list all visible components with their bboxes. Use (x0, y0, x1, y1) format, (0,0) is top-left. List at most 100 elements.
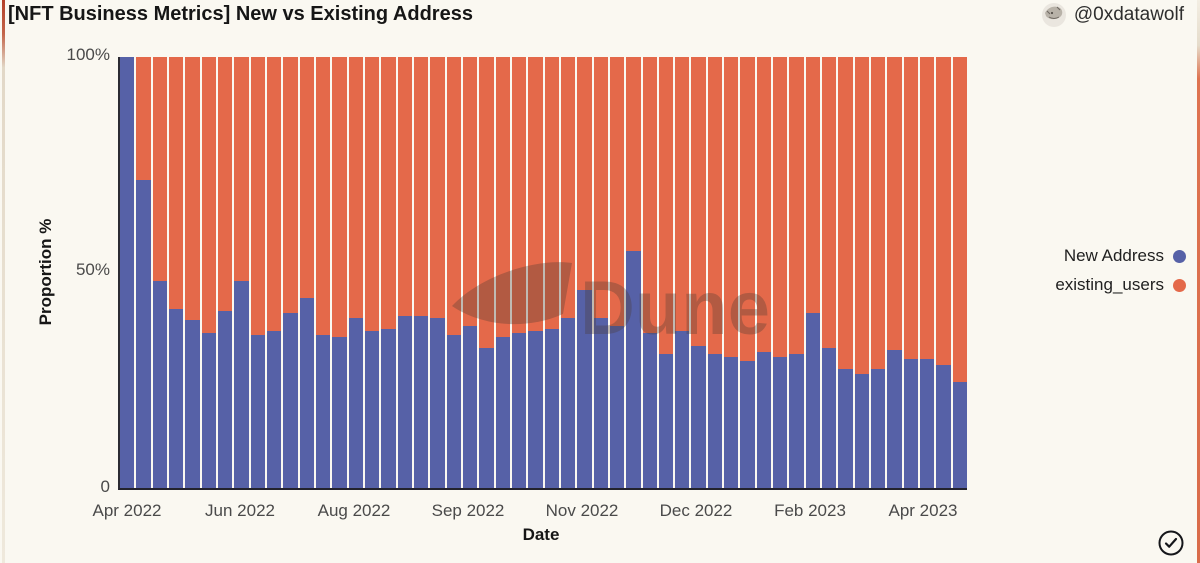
bar-week-35[interactable] (675, 57, 690, 488)
bar-new-address-segment (462, 326, 478, 488)
bar-week-29[interactable] (577, 57, 592, 488)
bar-new-address-segment (609, 326, 625, 488)
bar-new-address-segment (658, 354, 674, 488)
x-tick-apr-2023: Apr 2023 (888, 501, 958, 520)
bar-new-address-segment (430, 317, 445, 488)
legend-label-existing-users: existing_users (1055, 275, 1164, 294)
bar-week-18[interactable] (397, 57, 412, 488)
bar-week-4[interactable] (168, 57, 184, 488)
bar-week-51[interactable] (936, 57, 951, 488)
right-edge-accent (1197, 0, 1200, 563)
bar-new-address-segment (332, 337, 347, 488)
bar-new-address-segment (479, 347, 494, 488)
bar-week-17[interactable] (381, 57, 396, 488)
bar-new-address-segment (593, 317, 608, 488)
bar-new-address-segment (528, 330, 543, 488)
bar-week-30[interactable] (593, 57, 608, 488)
bar-week-23[interactable] (479, 57, 494, 488)
bar-new-address-segment (805, 313, 821, 488)
bar-new-address-segment (168, 309, 184, 488)
plot-area[interactable]: Dune (118, 57, 968, 490)
bar-week-9[interactable] (250, 57, 265, 488)
bar-week-21[interactable] (446, 57, 461, 488)
bar-week-6[interactable] (201, 57, 216, 488)
bar-week-20[interactable] (430, 57, 445, 488)
bar-new-address-segment (642, 332, 657, 488)
bar-week-24[interactable] (495, 57, 510, 488)
x-tick-sep-2022: Sep 2022 (431, 501, 505, 520)
bar-new-address-segment (120, 57, 135, 488)
bar-week-15[interactable] (348, 57, 363, 488)
bar-new-address-segment (413, 315, 429, 488)
bar-week-49[interactable] (903, 57, 919, 488)
bar-new-address-segment (234, 281, 249, 488)
author-link[interactable]: @0xdatawolf (1041, 2, 1184, 28)
bar-week-11[interactable] (283, 57, 298, 488)
bar-week-37[interactable] (707, 57, 723, 488)
bar-week-3[interactable] (152, 57, 167, 488)
legend-label-new-address: New Address (1063, 246, 1164, 265)
bar-week-25[interactable] (511, 57, 527, 488)
legend-item-existing-users[interactable]: existing_users (1055, 275, 1186, 295)
y-tick-0: 0 (100, 477, 110, 496)
x-tick-jun-2022: Jun 2022 (205, 501, 275, 520)
bar-week-26[interactable] (528, 57, 543, 488)
bar-week-33[interactable] (642, 57, 657, 488)
bar-week-2[interactable] (136, 57, 151, 488)
bar-week-36[interactable] (691, 57, 706, 488)
bar-week-19[interactable] (413, 57, 429, 488)
bar-new-address-segment (936, 365, 951, 488)
bar-week-50[interactable] (920, 57, 935, 488)
bar-week-42[interactable] (789, 57, 804, 488)
bar-week-10[interactable] (266, 57, 282, 488)
bar-new-address-segment (283, 313, 298, 488)
bar-week-8[interactable] (234, 57, 249, 488)
bar-week-47[interactable] (871, 57, 886, 488)
x-tick-feb-2023: Feb 2023 (774, 501, 846, 520)
bar-week-27[interactable] (544, 57, 559, 488)
bar-week-48[interactable] (887, 57, 902, 488)
chart-title: [NFT Business Metrics] New vs Existing A… (8, 3, 473, 25)
bar-week-41[interactable] (773, 57, 788, 488)
y-tick-100: 100% (66, 45, 110, 64)
bar-new-address-segment (511, 332, 527, 488)
bar-new-address-segment (495, 337, 510, 488)
bar-week-31[interactable] (609, 57, 625, 488)
bar-week-39[interactable] (740, 57, 755, 488)
bar-week-12[interactable] (299, 57, 314, 488)
bar-week-46[interactable] (854, 57, 870, 488)
bar-new-address-segment (266, 330, 282, 488)
bar-new-address-segment (838, 369, 853, 488)
bar-week-22[interactable] (462, 57, 478, 488)
bar-week-1[interactable] (120, 57, 135, 488)
bar-new-address-segment (577, 289, 592, 488)
bar-week-40[interactable] (756, 57, 772, 488)
bar-new-address-segment (152, 281, 167, 488)
bar-new-address-segment (773, 356, 788, 488)
x-tick-aug-2022: Aug 2022 (317, 501, 391, 520)
bar-new-address-segment (381, 328, 396, 488)
bar-week-43[interactable] (805, 57, 821, 488)
bar-week-32[interactable] (626, 57, 641, 488)
bar-new-address-segment (217, 311, 233, 488)
bars-container (120, 57, 968, 488)
bar-week-5[interactable] (185, 57, 200, 488)
bar-week-7[interactable] (217, 57, 233, 488)
bar-new-address-segment (348, 317, 363, 488)
bar-week-14[interactable] (332, 57, 347, 488)
wolf-avatar-icon (1041, 2, 1067, 28)
x-tick-apr-2022: Apr 2022 (92, 501, 162, 520)
bar-week-16[interactable] (364, 57, 380, 488)
bar-week-45[interactable] (838, 57, 853, 488)
legend-item-new-address[interactable]: New Address (1064, 246, 1186, 266)
bar-new-address-segment (740, 360, 755, 488)
bar-new-address-segment (887, 350, 902, 488)
bar-week-28[interactable] (560, 57, 576, 488)
y-tick-50: 50% (75, 260, 110, 279)
bar-week-44[interactable] (822, 57, 837, 488)
bar-week-34[interactable] (658, 57, 674, 488)
bar-week-52[interactable] (952, 57, 968, 488)
bar-week-13[interactable] (315, 57, 331, 488)
bar-week-38[interactable] (724, 57, 739, 488)
bar-new-address-segment (185, 319, 200, 488)
